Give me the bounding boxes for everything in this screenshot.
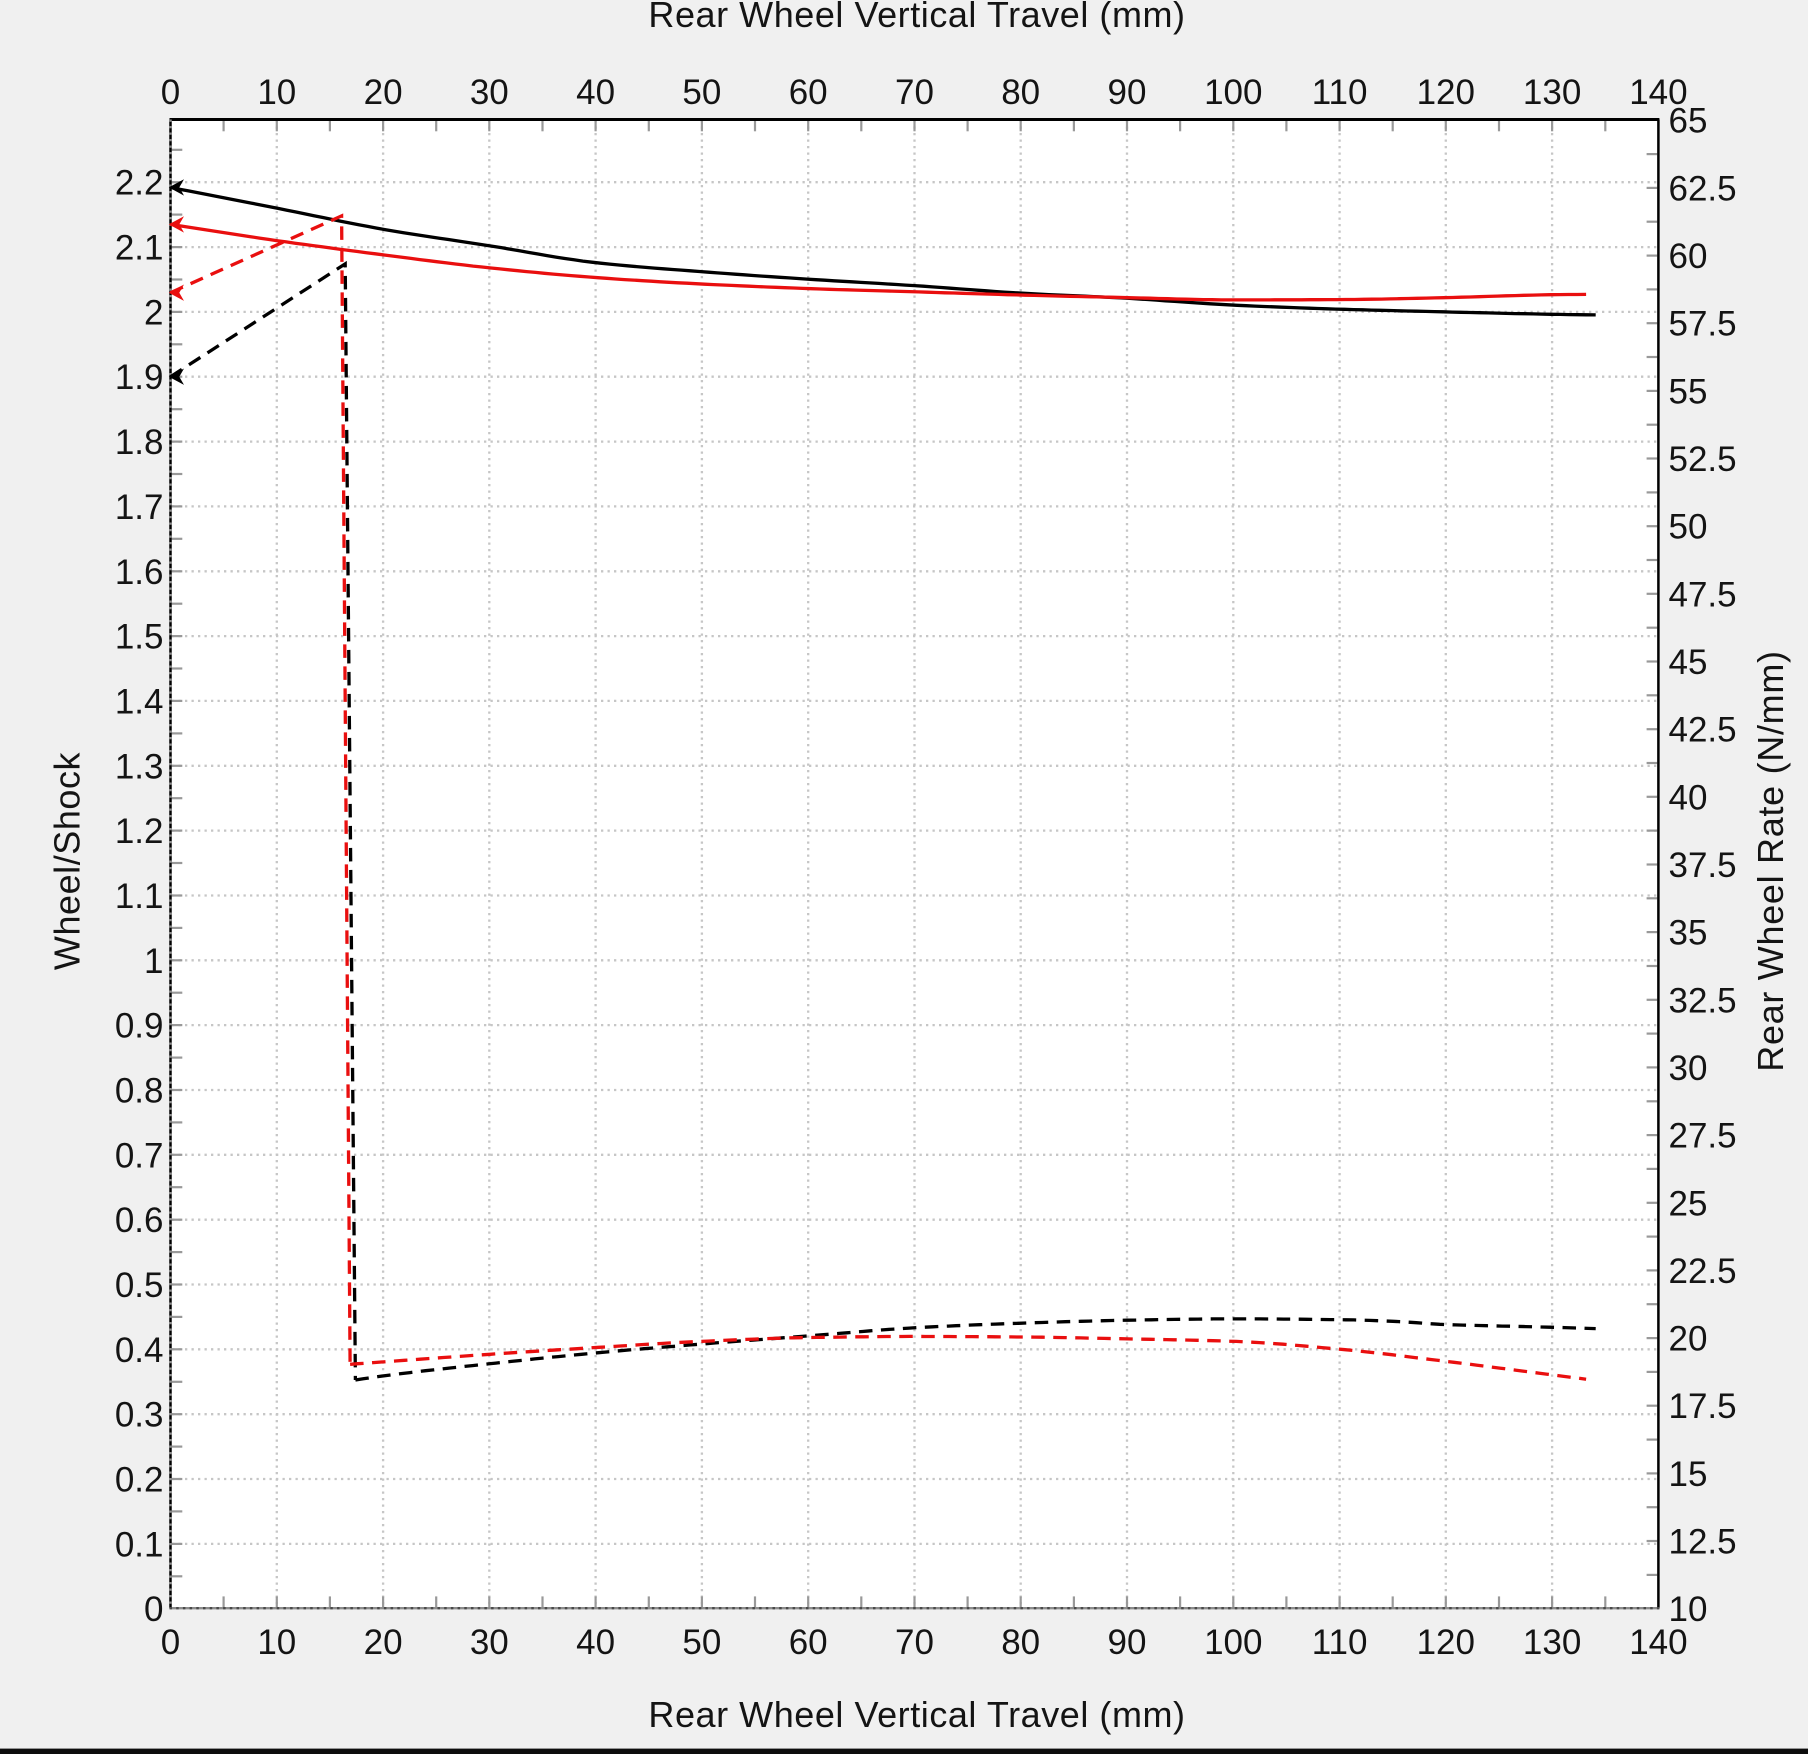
svg-text:22.5: 22.5: [1669, 1252, 1737, 1291]
svg-text:15: 15: [1669, 1455, 1708, 1494]
svg-text:32.5: 32.5: [1669, 981, 1737, 1020]
svg-text:35: 35: [1669, 914, 1708, 953]
svg-text:45: 45: [1669, 643, 1708, 682]
svg-text:0.1: 0.1: [115, 1525, 164, 1564]
svg-text:Rear Wheel Vertical Travel (mm: Rear Wheel Vertical Travel (mm): [648, 1694, 1185, 1735]
svg-text:20: 20: [364, 73, 403, 112]
svg-text:130: 130: [1523, 1623, 1581, 1662]
svg-text:1: 1: [144, 942, 163, 981]
svg-text:0: 0: [161, 1623, 180, 1662]
svg-text:10: 10: [1669, 1590, 1708, 1629]
svg-text:1.7: 1.7: [115, 488, 164, 527]
svg-text:0.4: 0.4: [115, 1331, 164, 1370]
svg-text:110: 110: [1312, 73, 1368, 112]
svg-text:0.3: 0.3: [115, 1396, 164, 1435]
svg-text:65: 65: [1669, 102, 1708, 141]
svg-text:12.5: 12.5: [1669, 1523, 1737, 1562]
svg-text:2: 2: [144, 293, 163, 332]
svg-text:140: 140: [1629, 73, 1687, 112]
svg-text:40: 40: [576, 73, 615, 112]
svg-text:0.9: 0.9: [115, 1007, 164, 1046]
svg-text:42.5: 42.5: [1669, 711, 1737, 750]
svg-text:Wheel/Shock: Wheel/Shock: [47, 751, 88, 970]
svg-text:50: 50: [682, 73, 721, 112]
svg-text:1.8: 1.8: [115, 423, 164, 462]
svg-text:17.5: 17.5: [1669, 1387, 1737, 1426]
svg-text:20: 20: [364, 1623, 403, 1662]
svg-text:110: 110: [1312, 1623, 1368, 1662]
svg-text:27.5: 27.5: [1669, 1117, 1737, 1156]
svg-text:140: 140: [1629, 1623, 1687, 1662]
svg-text:0: 0: [144, 1590, 163, 1629]
svg-text:1.5: 1.5: [115, 618, 164, 657]
svg-text:57.5: 57.5: [1669, 305, 1737, 344]
svg-text:1.6: 1.6: [115, 553, 164, 592]
svg-text:10: 10: [257, 73, 296, 112]
svg-text:30: 30: [470, 73, 509, 112]
svg-text:2.1: 2.1: [115, 229, 164, 268]
svg-text:0.6: 0.6: [115, 1201, 164, 1240]
svg-text:25: 25: [1669, 1184, 1708, 1223]
svg-text:2.2: 2.2: [115, 164, 164, 203]
svg-text:0.2: 0.2: [115, 1461, 164, 1500]
svg-text:0.7: 0.7: [115, 1136, 164, 1175]
svg-text:30: 30: [1669, 1049, 1708, 1088]
svg-text:Rear Wheel Rate (N/mm): Rear Wheel Rate (N/mm): [1750, 650, 1791, 1071]
svg-text:1.9: 1.9: [115, 358, 164, 397]
svg-text:70: 70: [895, 1623, 934, 1662]
svg-text:30: 30: [470, 1623, 509, 1662]
svg-text:10: 10: [257, 1623, 296, 1662]
svg-text:0.5: 0.5: [115, 1266, 164, 1305]
svg-text:1.2: 1.2: [115, 812, 164, 851]
svg-text:120: 120: [1417, 1623, 1475, 1662]
svg-text:0.8: 0.8: [115, 1072, 164, 1111]
svg-text:47.5: 47.5: [1669, 575, 1737, 614]
svg-text:100: 100: [1204, 73, 1262, 112]
svg-text:1.1: 1.1: [115, 877, 164, 916]
svg-text:50: 50: [682, 1623, 721, 1662]
svg-text:52.5: 52.5: [1669, 440, 1737, 479]
svg-text:80: 80: [1001, 73, 1040, 112]
svg-text:70: 70: [895, 73, 934, 112]
svg-text:1.4: 1.4: [115, 682, 164, 721]
svg-text:90: 90: [1108, 1623, 1147, 1662]
svg-text:60: 60: [789, 73, 828, 112]
svg-text:60: 60: [1669, 237, 1708, 276]
svg-text:37.5: 37.5: [1669, 846, 1737, 885]
svg-text:100: 100: [1204, 1623, 1262, 1662]
svg-text:80: 80: [1001, 1623, 1040, 1662]
svg-text:62.5: 62.5: [1669, 169, 1737, 208]
svg-text:0: 0: [161, 73, 180, 112]
svg-text:90: 90: [1108, 73, 1147, 112]
svg-text:1.3: 1.3: [115, 747, 164, 786]
svg-text:40: 40: [576, 1623, 615, 1662]
svg-text:40: 40: [1669, 778, 1708, 817]
svg-text:55: 55: [1669, 372, 1708, 411]
svg-text:130: 130: [1523, 73, 1581, 112]
svg-text:20: 20: [1669, 1320, 1708, 1359]
svg-text:50: 50: [1669, 508, 1708, 547]
svg-text:60: 60: [789, 1623, 828, 1662]
svg-text:120: 120: [1417, 73, 1475, 112]
svg-text:Rear Wheel Vertical Travel (mm: Rear Wheel Vertical Travel (mm): [648, 0, 1185, 35]
